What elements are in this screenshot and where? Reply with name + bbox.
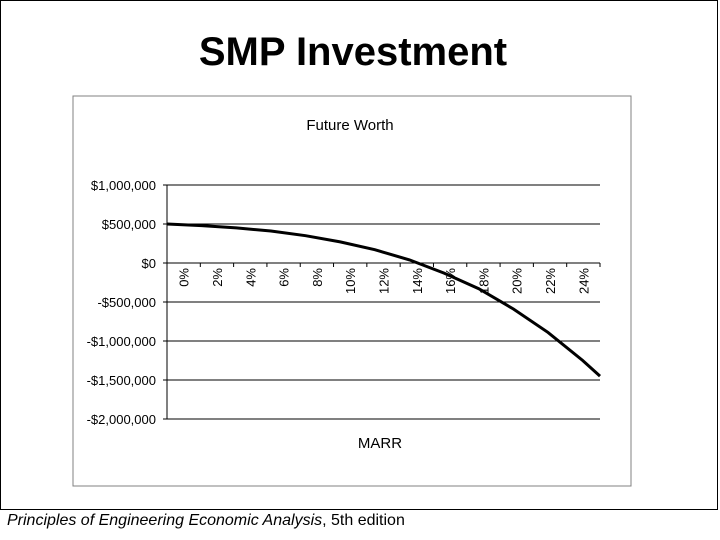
x-tick-label: 8% (310, 268, 325, 287)
x-tick-label: 0% (177, 268, 192, 287)
footer-edition: , 5th edition (322, 512, 405, 529)
x-tick-labels: 0% 2% 4% 6% 8% 10% 12% 14% 16% 18% 20% 22% 24% (177, 263, 601, 294)
x-axis-label: MARR (358, 435, 402, 452)
y-tick-label: $500,000 (102, 217, 156, 232)
x-tick-label: 2% (210, 268, 225, 287)
x-tick-label: 16% (443, 268, 458, 294)
x-tick-label: 4% (243, 268, 258, 287)
x-tick-label: 6% (277, 268, 292, 287)
y-tick-label: $1,000,000 (91, 178, 156, 193)
future-worth-line (166, 222, 602, 378)
chart-area (72, 95, 632, 487)
y-tick-label: $0 (142, 256, 156, 271)
y-tick-labels: $1,000,000 $500,000 $0 -$500,000 -$1,000,000… (87, 178, 167, 427)
x-tick-label: 22% (543, 268, 558, 294)
x-tick-label: 10% (343, 268, 358, 294)
x-tick-label: 12% (377, 268, 392, 294)
slide-title: SMP Investment (198, 30, 508, 74)
y-tick-label: -$1,000,000 (87, 334, 156, 349)
gridlines (167, 184, 600, 420)
chart-title: Future Worth (306, 117, 393, 134)
y-tick-label: -$500,000 (97, 295, 156, 310)
footer-book-title: Principles of Engineering Economic Analy… (7, 512, 323, 529)
x-tick-label: 18% (476, 268, 491, 294)
x-tick-label: 20% (510, 268, 525, 294)
footer-credit: Principles of Engineering Economic Analy… (7, 512, 405, 530)
x-tick-label: 14% (410, 268, 425, 294)
slide-frame (0, 0, 718, 510)
y-tick-label: -$1,500,000 (87, 373, 156, 388)
y-tick-label: -$2,000,000 (87, 412, 156, 427)
x-tick-label: 24% (576, 268, 591, 294)
